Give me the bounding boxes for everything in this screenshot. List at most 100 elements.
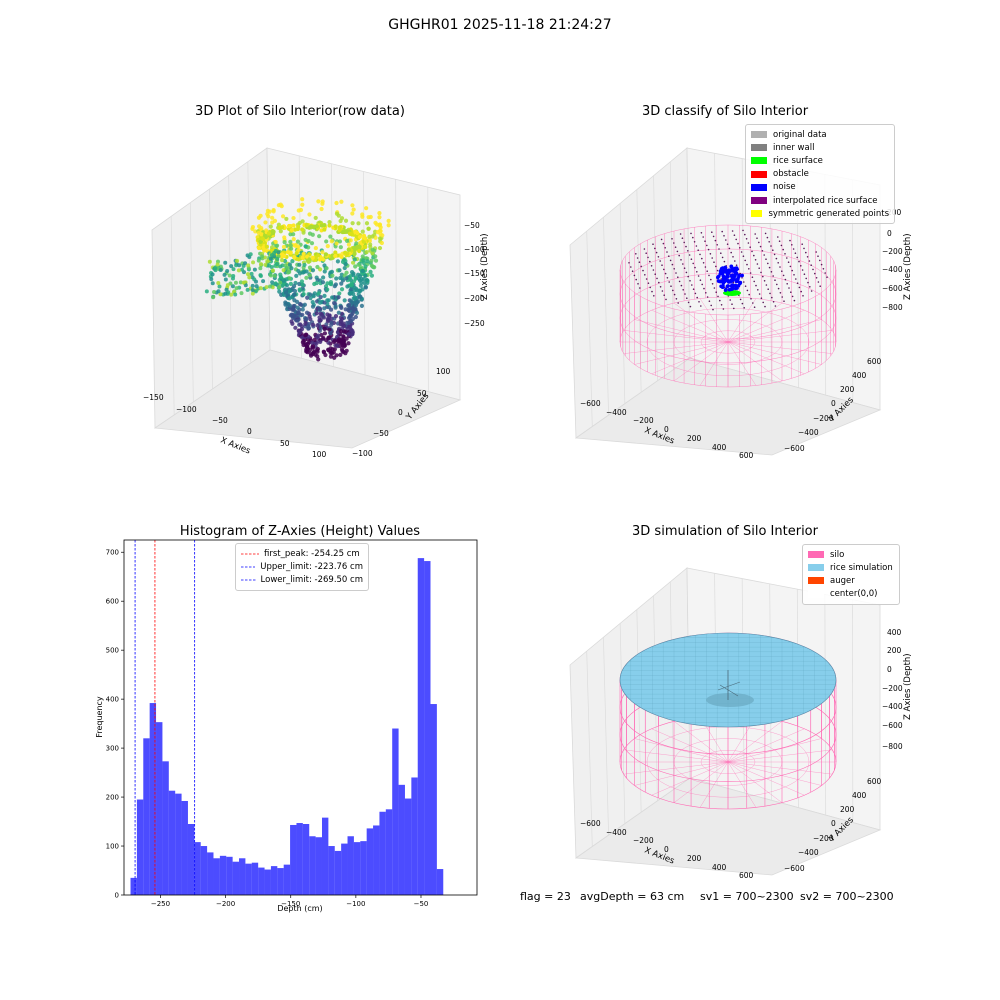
simulation-ztick: 0 xyxy=(887,665,892,674)
raw-ytick: 100 xyxy=(436,367,451,376)
interpolated-point xyxy=(687,301,690,304)
data-point xyxy=(270,268,275,273)
data-point xyxy=(339,199,344,204)
data-point xyxy=(209,277,214,282)
x-tick-label: −250 xyxy=(151,900,170,908)
data-point xyxy=(360,214,365,219)
data-point xyxy=(274,243,279,249)
x-tick-label: −200 xyxy=(216,900,235,908)
classify-ytick: 200 xyxy=(840,385,855,394)
interpolated-point xyxy=(691,284,693,286)
interpolated-point xyxy=(779,266,781,268)
x-tick-label: −150 xyxy=(281,900,300,908)
legend-label: first_peak: -254.25 cm xyxy=(264,548,360,559)
interpolated-point xyxy=(721,256,724,259)
interpolated-point xyxy=(807,281,809,284)
data-point xyxy=(253,229,258,234)
data-point xyxy=(352,251,357,256)
data-point xyxy=(352,285,357,290)
legend-swatch xyxy=(751,197,767,205)
interpolated-point xyxy=(753,306,756,308)
interpolated-point xyxy=(743,281,745,283)
data-point xyxy=(292,292,297,297)
interpolated-point xyxy=(708,274,710,277)
data-point xyxy=(344,238,350,243)
data-point xyxy=(348,238,353,243)
histogram-bar xyxy=(296,823,303,895)
interpolated-point xyxy=(737,242,739,245)
interpolated-point xyxy=(751,250,753,253)
interpolated-point xyxy=(656,277,658,280)
data-point xyxy=(360,268,365,273)
data-point xyxy=(343,351,348,356)
interpolated-point xyxy=(706,244,708,247)
grid-line xyxy=(586,651,593,847)
simulation-ztick: 200 xyxy=(887,646,902,655)
interpolated-point xyxy=(803,273,806,275)
legend-entry: Lower_limit: -269.50 cm xyxy=(241,573,363,586)
y-tick-label: 200 xyxy=(106,794,119,802)
data-point xyxy=(225,269,230,274)
data-point xyxy=(323,252,328,257)
data-point xyxy=(310,255,315,260)
interpolated-point xyxy=(812,268,814,271)
legend-swatch xyxy=(808,551,824,559)
data-point xyxy=(322,306,327,311)
raw-ztick: −50 xyxy=(464,221,480,230)
interpolated-point xyxy=(703,287,705,290)
data-point xyxy=(234,263,239,268)
raw-ztick: −150 xyxy=(464,269,485,278)
data-point xyxy=(364,250,369,255)
histogram-bar xyxy=(404,798,412,895)
histogram-bar xyxy=(430,704,437,895)
interpolated-point xyxy=(806,256,809,258)
interpolated-point xyxy=(790,291,792,293)
interpolated-point xyxy=(726,243,729,245)
interpolated-point xyxy=(640,265,642,268)
interpolated-point xyxy=(775,257,778,260)
interpolated-point xyxy=(817,281,820,283)
interpolated-point xyxy=(649,260,651,263)
interpolated-point xyxy=(683,241,685,244)
data-point xyxy=(338,337,343,342)
data-point xyxy=(280,214,286,219)
interpolated-point xyxy=(657,256,660,258)
data-point xyxy=(335,259,341,264)
interpolated-point xyxy=(716,269,719,272)
data-point xyxy=(338,218,343,224)
simulation-ztick: 400 xyxy=(887,628,902,637)
data-point xyxy=(317,315,322,320)
data-point xyxy=(289,312,294,317)
histogram-bar xyxy=(417,558,425,895)
interpolated-point xyxy=(754,233,756,235)
noise-point xyxy=(730,287,735,291)
interpolated-point xyxy=(704,266,707,268)
interpolated-point xyxy=(774,279,776,281)
interpolated-point xyxy=(794,252,797,254)
legend-line-blue xyxy=(241,566,256,568)
raw-plot-title: 3D Plot of Silo Interior(row data) xyxy=(195,104,405,119)
data-point xyxy=(258,286,263,291)
data-point xyxy=(298,302,304,307)
interpolated-point xyxy=(649,286,651,289)
legend-label: interpolated rice surface xyxy=(773,195,878,206)
histogram-bar xyxy=(379,811,386,895)
interpolated-point xyxy=(711,257,713,259)
noise-point xyxy=(726,284,730,288)
data-point xyxy=(239,291,244,296)
data-point xyxy=(318,325,323,331)
data-point xyxy=(328,234,333,239)
interpolated-point xyxy=(776,283,778,286)
legend-entry: center(0,0) xyxy=(808,588,894,601)
data-point xyxy=(303,244,308,249)
interpolated-point xyxy=(697,249,699,251)
y-tick-label: 600 xyxy=(106,598,119,606)
data-point xyxy=(346,307,351,313)
interpolated-point xyxy=(744,233,746,236)
data-point xyxy=(356,262,361,267)
interpolated-point xyxy=(744,285,747,287)
data-point xyxy=(231,267,236,272)
interpolated-point xyxy=(782,248,784,251)
data-point xyxy=(359,280,364,285)
interpolated-point xyxy=(692,236,694,239)
